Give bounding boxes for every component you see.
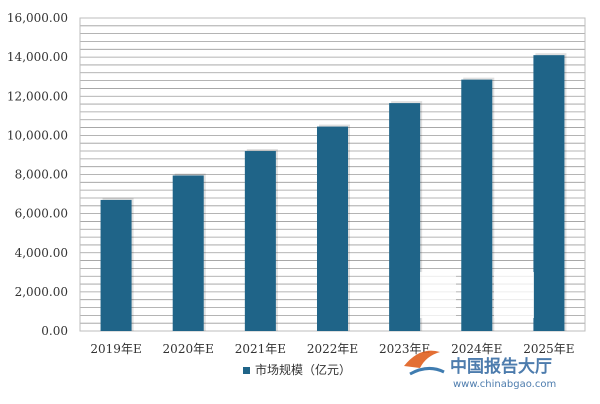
bar — [172, 175, 204, 331]
watermark: 中国报告大厅 www.chinabgao.com — [404, 272, 556, 390]
bars — [100, 53, 567, 332]
bar — [533, 55, 565, 331]
x-tick-label: 2019年E — [90, 342, 141, 356]
bar — [461, 79, 493, 331]
y-tick-label: 8,000.00 — [15, 168, 68, 182]
x-tick-label: 2024年E — [451, 342, 502, 356]
bar — [244, 151, 276, 331]
x-tick-label: 2023年E — [379, 342, 430, 356]
legend-swatch — [243, 367, 250, 374]
watermark-text-en: www.chinabgao.com — [453, 379, 556, 390]
x-tick-label: 2020年E — [163, 342, 214, 356]
y-tick-label: 4,000.00 — [15, 246, 68, 260]
watermark-blank-2 — [494, 272, 534, 318]
watermark-text-cn: 中国报告大厅 — [450, 356, 552, 377]
legend: 市场规模（亿元） — [243, 362, 351, 377]
y-tick-label: 14,000.00 — [7, 50, 68, 64]
y-tick-label: 10,000.00 — [7, 128, 68, 142]
x-tick-label: 2025年E — [523, 342, 574, 356]
bar — [389, 103, 421, 331]
x-axis: 2019年E 2020年E 2021年E 2022年E 2023年E 2024年E 2025… — [90, 342, 574, 356]
y-axis: 0.00 2,000.00 4,000.00 6,000.00 8,000.00 10,0… — [7, 11, 68, 338]
x-tick-label: 2022年E — [307, 342, 358, 356]
watermark-logo-icon — [404, 350, 445, 376]
y-tick-label: 16,000.00 — [7, 11, 68, 25]
bar — [100, 199, 132, 331]
y-tick-label: 12,000.00 — [7, 89, 68, 103]
watermark-blank-1 — [420, 272, 456, 318]
x-tick-label: 2021年E — [235, 342, 286, 356]
bar — [316, 126, 349, 332]
y-tick-label: 2,000.00 — [15, 285, 68, 299]
y-tick-label: 6,000.00 — [15, 207, 68, 221]
legend-label: 市场规模（亿元） — [255, 362, 351, 377]
y-tick-label: 0.00 — [41, 324, 68, 338]
